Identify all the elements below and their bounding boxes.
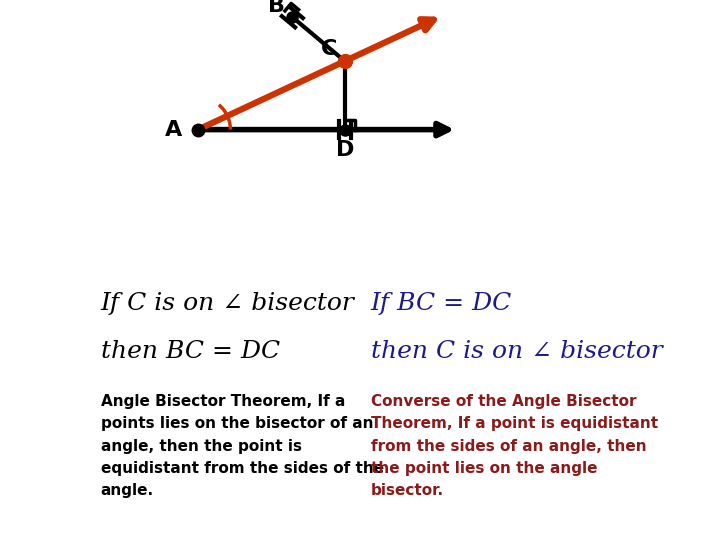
Text: B: B: [268, 0, 284, 16]
Text: If BC = DC: If BC = DC: [371, 292, 512, 315]
Text: then BC = DC: then BC = DC: [101, 340, 280, 363]
Text: Converse of the Angle Bisector
Theorem, If a point is equidistant
from the sides: Converse of the Angle Bisector Theorem, …: [371, 394, 658, 498]
Text: then C is on ∠ bisector: then C is on ∠ bisector: [371, 340, 662, 363]
Text: If C is on ∠ bisector: If C is on ∠ bisector: [101, 292, 355, 315]
Text: D: D: [336, 140, 354, 160]
Text: A: A: [165, 119, 182, 140]
Text: Angle Bisector Theorem, If a
points lies on the bisector of an
angle, then the p: Angle Bisector Theorem, If a points lies…: [101, 394, 384, 498]
Text: C: C: [320, 39, 337, 59]
